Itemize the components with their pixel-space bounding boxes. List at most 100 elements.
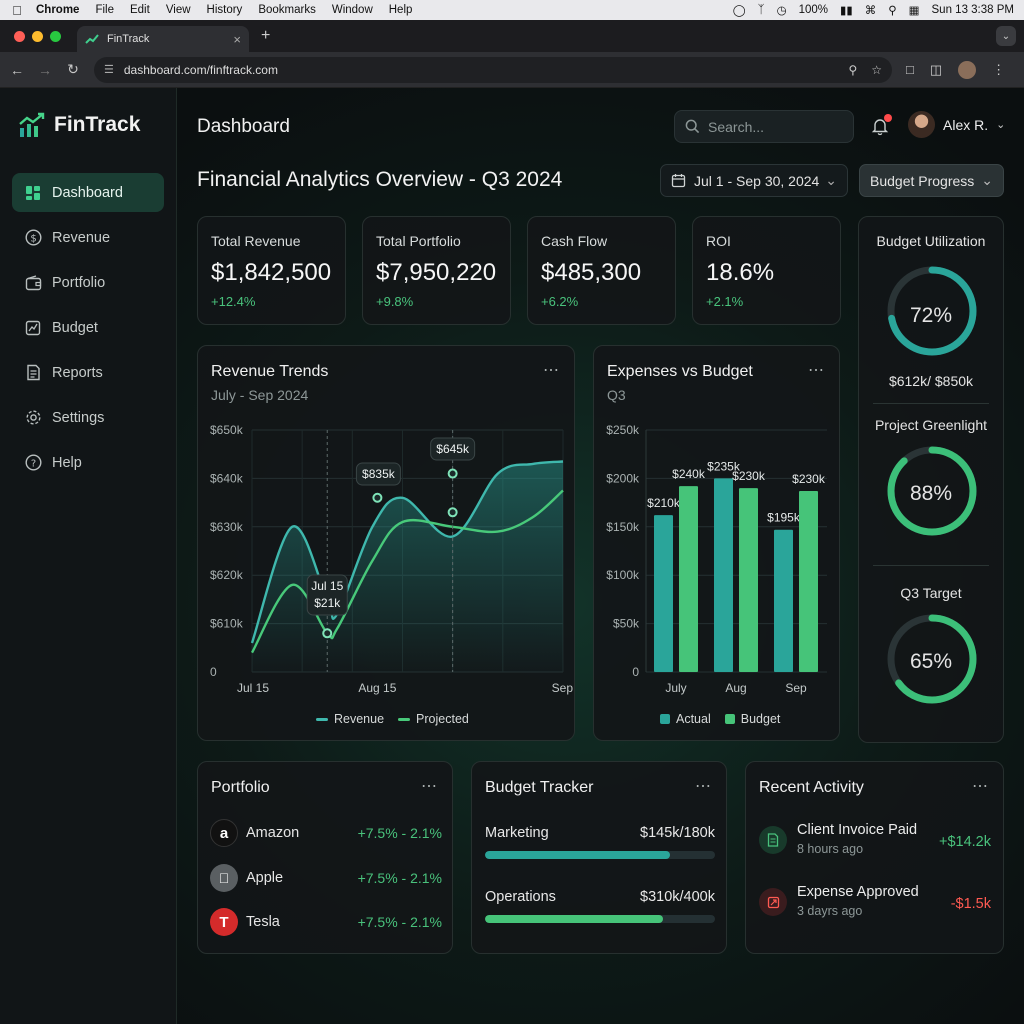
budget-row-label: Marketing bbox=[485, 825, 549, 841]
search-icon bbox=[685, 119, 700, 134]
budget-row-operations[interactable]: Operations $310k/400k bbox=[485, 889, 715, 923]
menu-help[interactable]: Help bbox=[388, 4, 413, 16]
more-options-icon[interactable]: ⋯ bbox=[808, 362, 825, 379]
sidebar-item-help[interactable]: ? Help bbox=[12, 443, 164, 482]
activity-item-invoice[interactable]: Client Invoice Paid 8 hours ago +$14.2k bbox=[759, 822, 991, 856]
tooltip-jul15-box bbox=[306, 574, 348, 616]
portfolio-name: Apple bbox=[246, 870, 284, 886]
sidebar-item-revenue[interactable]: $ Revenue bbox=[12, 218, 164, 257]
menu-view[interactable]: View bbox=[165, 4, 191, 16]
bar-actual-july bbox=[654, 515, 673, 672]
menu-history[interactable]: History bbox=[206, 4, 243, 16]
new-tab-icon[interactable]: + bbox=[261, 27, 271, 44]
tesla-logo-icon: T bbox=[210, 908, 238, 936]
control-center-icon[interactable]: ▦ bbox=[908, 5, 920, 17]
legend-label: Projected bbox=[416, 712, 469, 726]
battery-label[interactable]: 100% bbox=[798, 4, 829, 16]
budget-progress-label: Budget Progress bbox=[870, 172, 975, 189]
forward-arrow-icon[interactable]: → bbox=[38, 61, 52, 78]
date-range-picker[interactable]: Jul 1 - Sep 30, 2024 ⌄ bbox=[660, 164, 848, 197]
activity-time: 8 hours ago bbox=[797, 842, 864, 856]
user-menu[interactable]: Alex R. ⌄ bbox=[908, 111, 1005, 138]
card-subtitle: Q3 bbox=[607, 387, 626, 403]
clock-icon[interactable]: ◷ bbox=[776, 5, 787, 17]
menu-edit[interactable]: Edit bbox=[129, 4, 150, 16]
menu-window[interactable]: Window bbox=[331, 4, 373, 16]
portfolio-row-apple[interactable]:  Apple +7.5% - 2.1% bbox=[210, 862, 442, 894]
sidebar-toggle-icon[interactable]: ◫ bbox=[929, 61, 943, 77]
project-greenlight-ring bbox=[887, 446, 977, 536]
fintrack-logo[interactable]: FinTrack bbox=[18, 112, 140, 138]
close-tab-icon[interactable]: × bbox=[233, 31, 241, 47]
zoom-icon[interactable]: ⚲ bbox=[848, 62, 858, 77]
y-tick-label: $100k bbox=[606, 568, 640, 582]
svg-text:?: ? bbox=[30, 458, 35, 469]
data-point-marker bbox=[322, 628, 333, 639]
sidebar-item-portfolio[interactable]: Portfolio bbox=[12, 263, 164, 302]
logo-text: FinTrack bbox=[54, 113, 141, 136]
revenue-trends-card: Revenue Trends July - Sep 2024 ⋯ $650k $6… bbox=[197, 345, 575, 741]
data-point-marker bbox=[372, 492, 383, 503]
overview-title: Financial Analytics Overview - Q3 2024 bbox=[197, 168, 563, 191]
sidebar-item-settings[interactable]: Settings bbox=[12, 398, 164, 437]
back-arrow-icon[interactable]: ← bbox=[10, 61, 24, 78]
portfolio-row-tesla[interactable]: T Tesla +7.5% - 2.1% bbox=[210, 906, 442, 938]
budget-progress-dropdown[interactable]: Budget Progress ⌄ bbox=[859, 164, 1004, 197]
reload-icon[interactable]: ↻ bbox=[67, 61, 79, 77]
sidebar-item-budget[interactable]: Budget bbox=[12, 308, 164, 347]
sidebar-item-reports[interactable]: Reports bbox=[12, 353, 164, 392]
sidebar-nav: Dashboard $ Revenue Portfolio Budget bbox=[12, 173, 164, 488]
tooltip-645k-box bbox=[430, 437, 476, 461]
close-window-button[interactable] bbox=[14, 30, 25, 42]
kpi-card-total-portfolio[interactable]: Total Portfolio $7,950,220 +9.8% bbox=[362, 216, 511, 325]
more-menu-icon[interactable]: ⋮ bbox=[992, 61, 1006, 77]
sidebar-item-dashboard[interactable]: Dashboard bbox=[12, 173, 164, 212]
apple-icon[interactable]:  bbox=[10, 3, 24, 18]
kpi-card-total-revenue[interactable]: Total Revenue $1,842,500 +12.4% bbox=[197, 216, 346, 325]
menubar-datetime[interactable]: Sun 13 3:38 PM bbox=[931, 4, 1014, 16]
card-title: Budget Tracker bbox=[485, 779, 594, 796]
portfolio-row-amazon[interactable]: a Amazon +7.5% - 2.1% bbox=[210, 817, 442, 849]
spotlight-search-icon[interactable]: ⚲ bbox=[888, 5, 897, 17]
instagram-icon[interactable]: ◯ bbox=[732, 5, 746, 17]
bar-data-label: $210k bbox=[647, 496, 681, 510]
search-placeholder: Search... bbox=[708, 118, 765, 135]
more-options-icon[interactable]: ⋯ bbox=[972, 778, 989, 795]
activity-title: Client Invoice Paid bbox=[797, 822, 918, 838]
bar-data-label: $230k bbox=[732, 469, 766, 483]
menu-bookmarks[interactable]: Bookmarks bbox=[258, 4, 316, 16]
sidebar-item-label: Reports bbox=[52, 364, 103, 381]
menu-file[interactable]: File bbox=[95, 4, 114, 16]
budget-utilization-pct: 72% bbox=[909, 304, 953, 327]
tab-search-chevron-icon[interactable]: ⌄ bbox=[996, 26, 1016, 46]
budget-utilization-ring bbox=[887, 266, 977, 356]
menu-app-name[interactable]: Chrome bbox=[36, 4, 80, 16]
mac-menubar:  Chrome File Edit View History Bookmark… bbox=[0, 0, 1024, 20]
minimize-window-button[interactable] bbox=[32, 30, 43, 42]
budget-row-marketing[interactable]: Marketing $145k/180k bbox=[485, 825, 715, 859]
avatar bbox=[908, 111, 935, 138]
extensions-icon[interactable]: □ bbox=[906, 62, 914, 77]
notifications-button[interactable] bbox=[870, 114, 892, 136]
portfolio-card: Portfolio ⋯ a Amazon +7.5% - 2.1%  Appl… bbox=[197, 761, 453, 954]
browser-tab-active[interactable]: FinTrack × bbox=[77, 26, 249, 52]
question-circle-icon: ? bbox=[24, 454, 42, 472]
url-text[interactable]: dashboard.com/finftrack.com bbox=[123, 62, 278, 77]
url-field[interactable]: ☰ dashboard.com/finftrack.com ⚲ ☆ bbox=[94, 56, 892, 83]
activity-item-expense[interactable]: Expense Approved 3 dayrs ago -$1.5k bbox=[759, 884, 991, 918]
more-options-icon[interactable]: ⋯ bbox=[543, 362, 560, 379]
bookmark-star-icon[interactable]: ☆ bbox=[871, 62, 882, 77]
wifi-icon[interactable]: ⌘ bbox=[864, 5, 877, 17]
y-tick-label: $620k bbox=[210, 568, 244, 582]
more-options-icon[interactable]: ⋯ bbox=[421, 778, 438, 795]
kpi-card-cash-flow[interactable]: Cash Flow $485,300 +6.2% bbox=[527, 216, 676, 325]
site-settings-icon[interactable]: ☰ bbox=[104, 64, 114, 76]
bluetooth-icon[interactable]: ᛉ bbox=[757, 4, 765, 16]
maximize-window-button[interactable] bbox=[50, 30, 61, 42]
kpi-card-roi[interactable]: ROI 18.6% +2.1% bbox=[692, 216, 841, 325]
profile-avatar[interactable] bbox=[958, 60, 977, 79]
more-options-icon[interactable]: ⋯ bbox=[695, 778, 712, 795]
search-input[interactable]: Search... bbox=[674, 110, 854, 143]
y-tick-label: $50k bbox=[613, 617, 640, 631]
portfolio-name: Tesla bbox=[246, 914, 280, 930]
